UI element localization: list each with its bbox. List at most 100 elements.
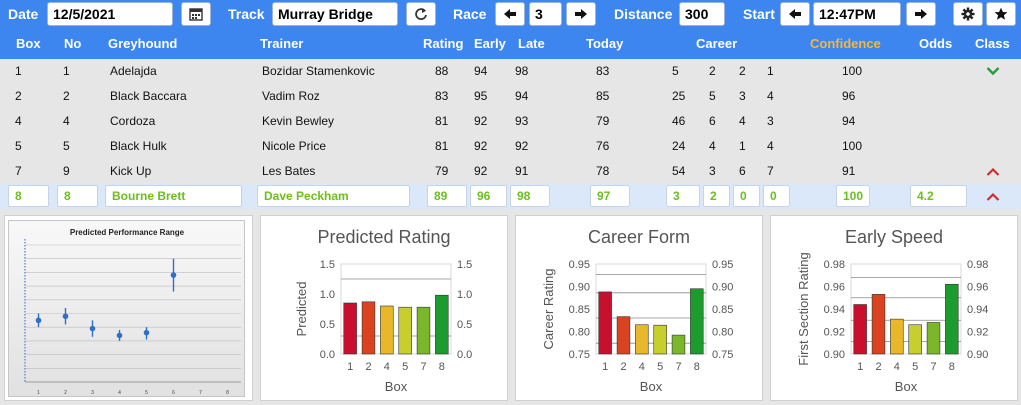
- cell-rating[interactable]: 89: [427, 185, 467, 207]
- race-next-button[interactable]: [566, 2, 596, 26]
- col-rating[interactable]: Rating: [423, 36, 464, 51]
- cell-career-thirds: 3: [767, 114, 774, 128]
- refresh-button[interactable]: [406, 2, 436, 26]
- table-row[interactable]: 2 2 Black Baccara Vadim Roz 83 95 94 85 …: [0, 84, 1021, 109]
- race-field[interactable]: 3: [529, 2, 562, 26]
- data-point: [116, 332, 123, 339]
- calendar-icon: [189, 8, 203, 21]
- cell-greyhound: Cordoza: [110, 114, 156, 128]
- x-tick-label: 1: [347, 361, 353, 373]
- cell-no: 9: [63, 164, 70, 178]
- x-tick-label: 1: [857, 361, 863, 373]
- col-career[interactable]: Career: [696, 36, 738, 51]
- data-point: [89, 325, 96, 332]
- chevron-up-icon: [986, 191, 1000, 205]
- arrow-left-icon: [504, 9, 516, 19]
- cell-box: 4: [15, 114, 22, 128]
- cell-today: 78: [596, 164, 610, 178]
- x-tick-label: 5: [912, 361, 918, 373]
- y-tick-label: 0.90: [824, 349, 845, 361]
- cell-career-thirds[interactable]: 0: [763, 185, 790, 207]
- cell-greyhound: Black Baccara: [110, 89, 187, 103]
- cell-career-starts: 46: [672, 114, 686, 128]
- race-prev-button[interactable]: [495, 2, 525, 26]
- cell-confidence[interactable]: 100: [836, 185, 870, 207]
- y2-tick-label: 0.90: [712, 282, 733, 294]
- cell-no: 4: [63, 114, 70, 128]
- data-point: [170, 272, 177, 278]
- cell-today: 85: [596, 89, 610, 103]
- performance-range-chart: Predicted Performance Range 1 2 3 4 5 6 7 8: [8, 220, 245, 397]
- cell-career-seconds: 6: [739, 164, 746, 178]
- cell-career-starts: 5: [672, 64, 679, 78]
- bar: [361, 301, 376, 355]
- y2-tick-label: 0.96: [967, 282, 988, 294]
- x-axis-label: Box: [640, 379, 663, 394]
- table-row[interactable]: 1 1 Adelajda Bozidar Stamenkovic 88 94 9…: [0, 59, 1021, 84]
- cell-career-seconds[interactable]: 0: [733, 185, 760, 207]
- y-tick-label: 0.95: [569, 259, 590, 271]
- col-early[interactable]: Early: [474, 36, 506, 51]
- y-tick-label: 0.94: [824, 304, 845, 316]
- y-tick-label: 0.85: [569, 304, 590, 316]
- date-field[interactable]: 12/5/2021: [47, 2, 173, 26]
- bar: [380, 305, 394, 355]
- cell-career-thirds: 1: [767, 64, 774, 78]
- cell-greyhound[interactable]: Bourne Brett: [105, 185, 242, 207]
- chart-title: Early Speed: [845, 227, 943, 247]
- cell-confidence: 96: [842, 89, 856, 103]
- col-trainer[interactable]: Trainer: [260, 36, 304, 51]
- bar: [616, 316, 631, 355]
- cell-career-wins: 6: [709, 114, 716, 128]
- table-row[interactable]: 4 4 Cordoza Kevin Bewley 81 92 93 79 46 …: [0, 109, 1021, 134]
- y2-tick-label: 0.85: [712, 304, 733, 316]
- table-row[interactable]: 5 5 Black Hulk Nicole Price 81 92 92 76 …: [0, 134, 1021, 159]
- start-prev-button[interactable]: [780, 2, 810, 26]
- cell-box[interactable]: 8: [8, 185, 49, 207]
- col-confidence[interactable]: Confidence: [810, 36, 881, 51]
- data-point: [35, 317, 42, 324]
- cell-today[interactable]: 97: [590, 185, 630, 207]
- cell-early[interactable]: 96: [470, 185, 507, 207]
- cell-box: 5: [15, 139, 22, 153]
- col-today[interactable]: Today: [586, 36, 624, 51]
- cell-late: 91: [515, 164, 529, 178]
- x-tick-label: 7: [930, 361, 936, 373]
- cell-late[interactable]: 98: [510, 185, 550, 207]
- x-tick-label: 2: [365, 361, 371, 373]
- col-no[interactable]: No: [64, 36, 82, 51]
- cell-rating: 81: [435, 139, 449, 153]
- arrow-left-icon: [789, 9, 801, 19]
- bar: [343, 302, 357, 355]
- cell-no: 2: [63, 89, 70, 103]
- cell-career-starts[interactable]: 3: [666, 185, 700, 207]
- cell-career-wins[interactable]: 2: [703, 185, 730, 207]
- cell-trainer: Kevin Bewley: [262, 114, 335, 128]
- bar: [926, 322, 941, 355]
- cell-trainer[interactable]: Dave Peckham: [257, 185, 410, 207]
- bar: [945, 283, 959, 355]
- col-late[interactable]: Late: [518, 36, 545, 51]
- start-next-button[interactable]: [906, 2, 936, 26]
- col-box[interactable]: Box: [16, 36, 41, 51]
- favorite-button[interactable]: [986, 2, 1016, 26]
- cell-no[interactable]: 8: [57, 185, 98, 207]
- selected-row[interactable]: 8 8 Bourne Brett Dave Peckham 89 96 98 9…: [0, 184, 1021, 209]
- table-row[interactable]: 7 9 Kick Up Les Bates 79 92 91 78 54 3 6…: [0, 159, 1021, 184]
- bar: [435, 294, 449, 355]
- y2-tick-label: 0.90: [967, 349, 988, 361]
- bar: [416, 306, 431, 355]
- settings-button[interactable]: [953, 2, 983, 26]
- bar: [853, 304, 867, 355]
- cell-late: 98: [515, 64, 529, 78]
- cell-career-seconds: 4: [739, 114, 746, 128]
- cell-odds[interactable]: 4.2: [910, 185, 967, 207]
- col-greyhound[interactable]: Greyhound: [108, 36, 178, 51]
- col-class[interactable]: Class: [975, 36, 1010, 51]
- refresh-icon: [415, 8, 427, 20]
- start-time-field[interactable]: 12:47PM: [813, 2, 901, 26]
- distance-field[interactable]: 300: [679, 2, 725, 26]
- calendar-button[interactable]: [181, 2, 211, 26]
- track-field[interactable]: Murray Bridge: [272, 2, 398, 26]
- col-odds[interactable]: Odds: [919, 36, 953, 51]
